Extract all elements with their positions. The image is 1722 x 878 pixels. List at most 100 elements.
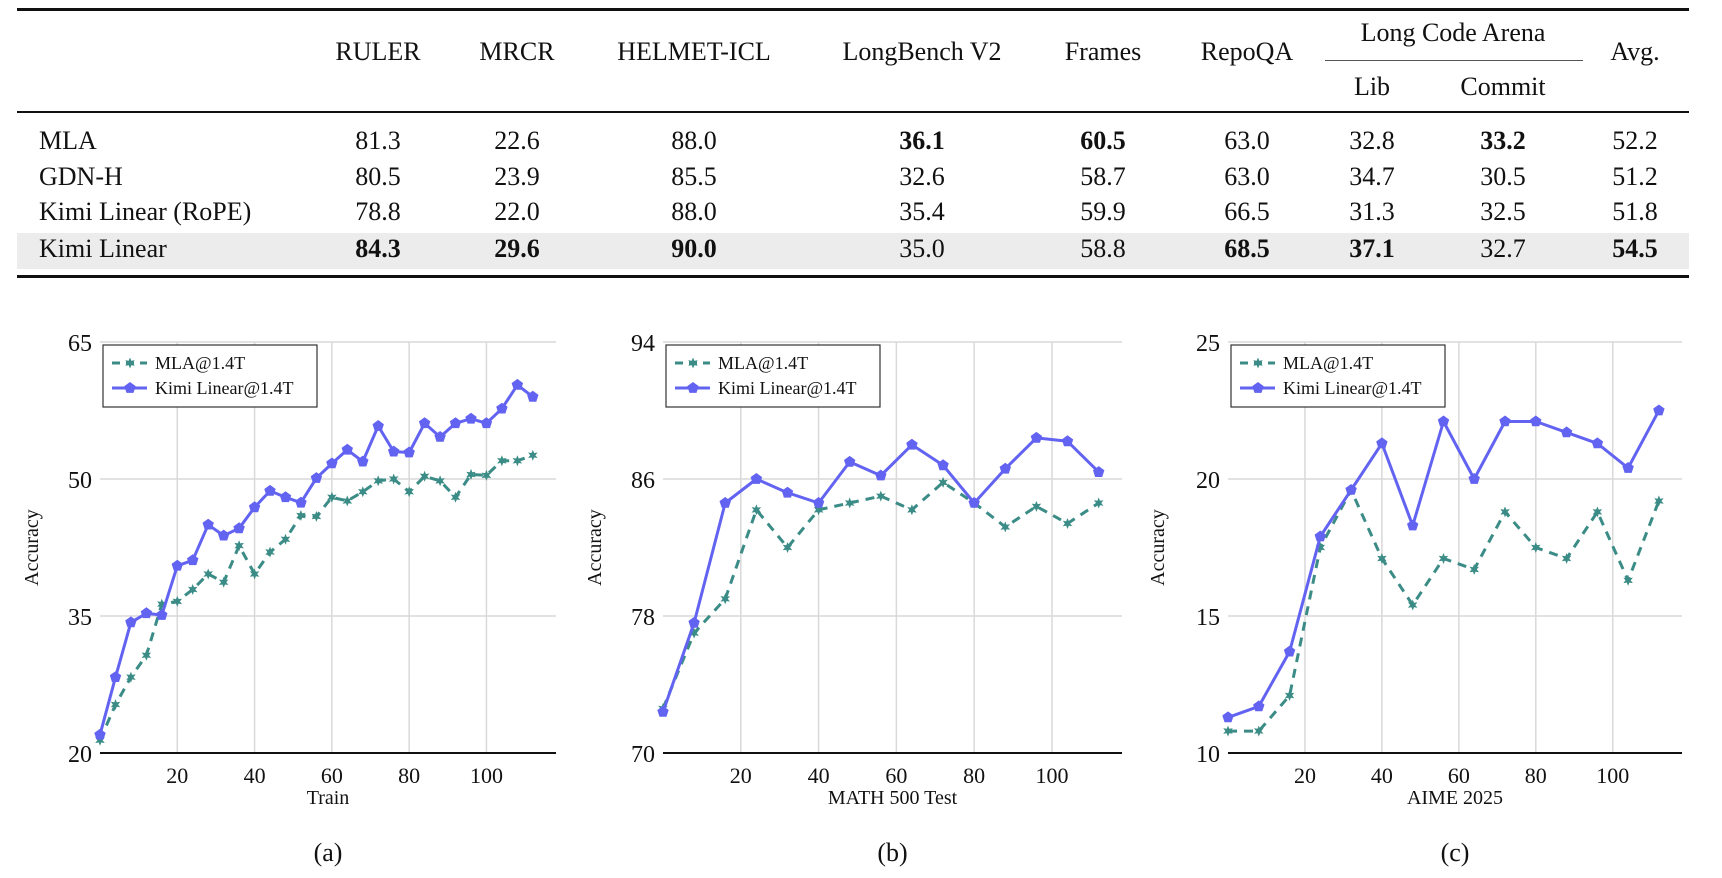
chart-a: 20 35 50 65 20 40 60 80 100 Train Accuracy MLA@1.4T… — [21, 331, 556, 809]
table-cell: 29.6 — [494, 234, 540, 263]
data-point-mla — [157, 598, 167, 610]
y-tick-label: 70 — [631, 742, 655, 768]
table-cell: 58.8 — [1080, 234, 1126, 263]
data-point-mla — [1623, 574, 1633, 586]
x-tick-label: 80 — [963, 763, 985, 788]
table-cell: 37.1 — [1349, 234, 1395, 263]
y-tick-label: 15 — [1196, 605, 1220, 631]
table-cell: 23.9 — [494, 162, 540, 191]
table-cell: 51.2 — [1612, 162, 1658, 191]
y-tick-label: 50 — [68, 468, 92, 494]
table-cell: 66.5 — [1224, 197, 1270, 226]
data-point-kimi — [999, 462, 1011, 474]
data-point-mla — [1031, 500, 1042, 512]
data-point-kimi — [279, 491, 292, 503]
data-point-mla — [782, 542, 793, 553]
column-header: RepoQA — [1200, 37, 1294, 66]
data-point-mla — [497, 455, 507, 467]
data-point-kimi — [812, 497, 825, 508]
data-point-kimi — [1376, 437, 1388, 449]
data-point-kimi — [1345, 484, 1357, 495]
column-header: Avg. — [1610, 37, 1660, 66]
data-point-mla — [172, 595, 183, 607]
data-point-kimi — [388, 445, 400, 457]
row-model-name: Kimi Linear — [39, 234, 167, 263]
table-cell: 68.5 — [1224, 234, 1270, 263]
legend-box — [102, 344, 318, 408]
data-point-mla — [188, 584, 198, 595]
data-point-kimi — [264, 484, 276, 496]
data-point-mla — [528, 449, 538, 461]
table-cell: 35.4 — [899, 197, 945, 226]
data-point-mla — [1254, 725, 1264, 737]
group-underline — [1325, 60, 1583, 61]
y-axis-label: Accuracy — [584, 509, 606, 586]
top-rule — [17, 8, 1689, 11]
pentagon-marker-icon — [687, 382, 699, 393]
data-point-kimi — [968, 497, 980, 508]
data-point-mla — [234, 540, 244, 552]
table-cell: 80.5 — [355, 162, 401, 191]
column-header: Frames — [1064, 37, 1142, 66]
y-axis-label: Accuracy — [1147, 509, 1169, 586]
data-point-mla — [404, 486, 414, 498]
x-axis-label: AIME 2025 — [1407, 787, 1503, 809]
series-line-kimi — [98, 383, 534, 736]
panel-label: (b) — [877, 838, 908, 867]
data-point-mla — [466, 468, 476, 480]
data-point-mla — [1223, 725, 1233, 737]
data-point-mla — [1093, 497, 1104, 509]
data-point-kimi — [125, 616, 137, 628]
table-cell: 51.8 — [1612, 197, 1658, 226]
data-point-kimi — [187, 554, 199, 566]
data-point-mla — [419, 470, 430, 482]
x-tick-label: 80 — [398, 763, 420, 788]
table-cell: 35.0 — [899, 234, 945, 263]
table-cell: 88.0 — [671, 126, 717, 155]
data-point-mla — [1377, 553, 1387, 564]
legend: MLA@1.4T Kimi Linear@1.4T — [1230, 344, 1446, 408]
chart-c: 10 15 20 25 20 40 60 80 100 AIME 2025 Accuracy MLA@… — [1147, 331, 1682, 809]
data-point-kimi — [248, 501, 261, 513]
data-point-kimi — [527, 390, 539, 402]
data-point-mla — [141, 649, 152, 661]
table-cell: 63.0 — [1224, 126, 1270, 155]
column-header: HELMET-ICL — [617, 37, 771, 66]
column-header: RULER — [335, 37, 421, 66]
data-point-kimi — [688, 616, 700, 628]
y-tick-label: 78 — [631, 605, 655, 631]
table-cell: 88.0 — [671, 197, 717, 226]
data-point-mla — [751, 504, 762, 516]
data-point-kimi — [341, 443, 353, 455]
x-tick-label: 40 — [244, 763, 266, 788]
highlight-row-bg — [17, 233, 1689, 269]
data-point-mla — [1500, 506, 1510, 518]
data-point-kimi — [1093, 466, 1105, 477]
column-header: MRCR — [479, 37, 555, 66]
table-cell: 63.0 — [1224, 162, 1270, 191]
data-point-kimi — [480, 417, 493, 429]
star-marker-icon — [1253, 357, 1263, 369]
data-point-mla — [450, 491, 461, 503]
data-point-kimi — [937, 459, 949, 471]
data-point-kimi — [202, 518, 214, 530]
row-model-name: GDN-H — [39, 162, 123, 191]
series-line-mla — [661, 480, 1100, 710]
data-point-kimi — [218, 529, 230, 541]
data-point-kimi — [750, 473, 763, 484]
data-point-kimi — [906, 438, 918, 450]
data-point-kimi — [657, 705, 669, 717]
data-point-mla — [512, 455, 523, 467]
table-cell: 59.9 — [1080, 197, 1126, 226]
y-tick-label: 65 — [68, 331, 92, 357]
y-tick-label: 94 — [631, 331, 655, 357]
data-point-kimi — [1622, 462, 1634, 473]
data-point-kimi — [875, 469, 887, 481]
data-point-mla — [327, 491, 337, 503]
table-cell: 85.5 — [671, 162, 717, 191]
series-line-kimi — [1227, 409, 1661, 719]
legend-box — [1230, 344, 1446, 408]
data-point-kimi — [1253, 700, 1265, 712]
data-point-kimi — [171, 559, 183, 571]
data-point-mla — [110, 699, 121, 711]
